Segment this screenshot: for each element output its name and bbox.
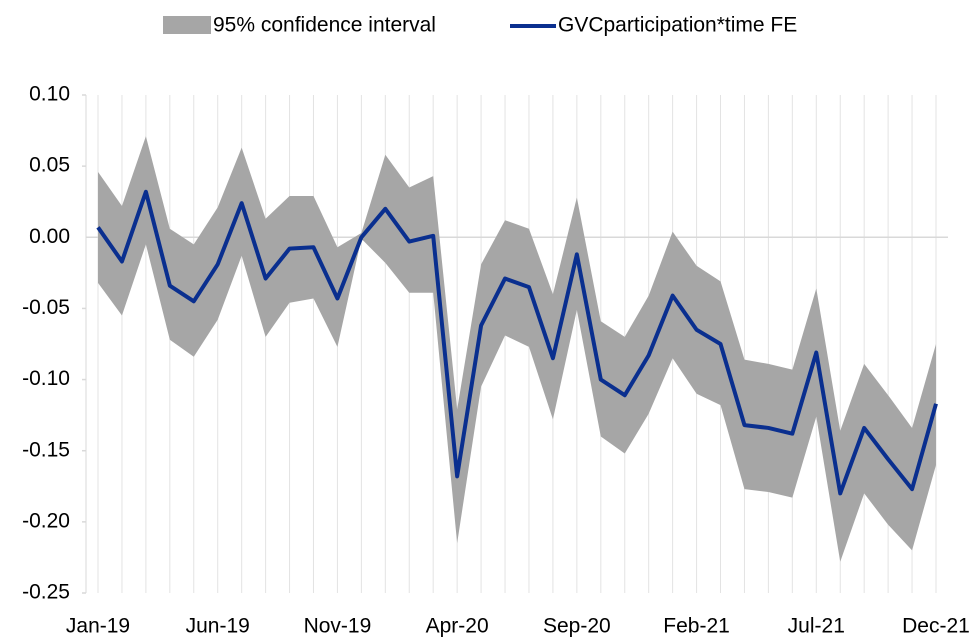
y-tick-label: 0.00	[29, 225, 70, 248]
confidence-band	[98, 136, 936, 562]
x-tick-label: Feb-21	[663, 615, 730, 638]
y-tick-label: -0.05	[22, 296, 70, 319]
legend-label: GVCparticipation*time FE	[558, 14, 797, 37]
x-tick-label: Apr-20	[426, 615, 489, 638]
series-line	[96, 189, 938, 496]
y-tick-label: -0.25	[22, 581, 70, 604]
legend-label: 95% confidence interval	[213, 14, 436, 37]
x-tick-label: Nov-19	[304, 615, 372, 638]
y-tick-label: -0.20	[22, 509, 70, 532]
x-tick-label: Jul-21	[788, 615, 845, 638]
x-tick-label: Jun-19	[186, 615, 250, 638]
x-tick-label: Jan-19	[66, 615, 130, 638]
y-tick-label: 0.10	[29, 83, 70, 106]
y-tick-label: -0.10	[22, 367, 70, 390]
legend-swatch	[163, 16, 211, 34]
y-tick-label: 0.05	[29, 154, 70, 177]
x-tick-label: Dec-21	[902, 615, 970, 638]
y-tick-label: -0.15	[22, 438, 70, 461]
x-tick-label: Sep-20	[543, 615, 611, 638]
